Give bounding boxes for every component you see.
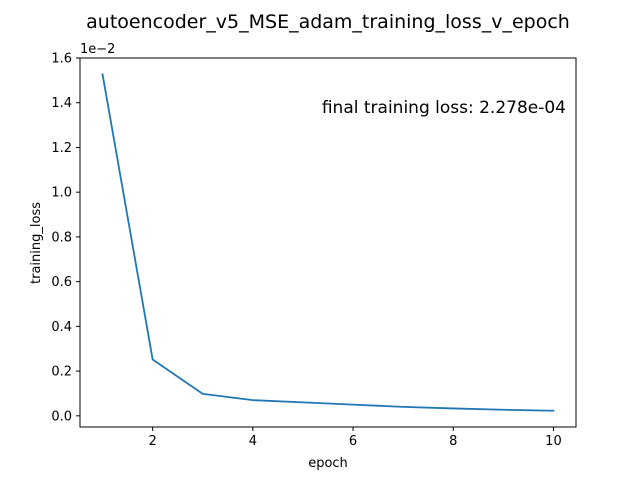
- axes-frame: [79, 57, 577, 428]
- x-axis-label: epoch: [308, 456, 348, 471]
- x-tick-label: 2: [149, 434, 157, 449]
- y-tick-label: 0.4: [51, 320, 72, 335]
- x-tick-label: 10: [545, 434, 562, 449]
- x-tick-label: 4: [249, 434, 257, 449]
- series-line: [101, 73, 555, 412]
- y-tick-label: 1.0: [51, 186, 72, 201]
- chart-title: autoencoder_v5_MSE_adam_training_loss_v_…: [86, 11, 570, 33]
- y-axis-multiplier: 1e−2: [80, 42, 115, 57]
- plot-area: 2 4 6 8 10 0.0 0.2 0.4 0.6 0.8 1.0 1.2 1.4 1.6: [51, 52, 577, 449]
- y-tick-label: 0.8: [51, 230, 72, 245]
- y-tick-label: 0.6: [51, 275, 72, 290]
- y-tick-label: 0.2: [51, 365, 72, 380]
- y-tick-label: 1.4: [51, 96, 72, 111]
- y-tick-label: 1.6: [51, 52, 72, 67]
- y-axis-label: training_loss: [29, 202, 44, 284]
- y-tick-label: 1.2: [51, 141, 72, 156]
- x-tick-label: 6: [349, 434, 357, 449]
- y-tick-label: 0.0: [51, 409, 72, 424]
- x-tick-label: 8: [449, 434, 457, 449]
- final-loss-annotation: final training loss: 2.278e-04: [322, 98, 566, 118]
